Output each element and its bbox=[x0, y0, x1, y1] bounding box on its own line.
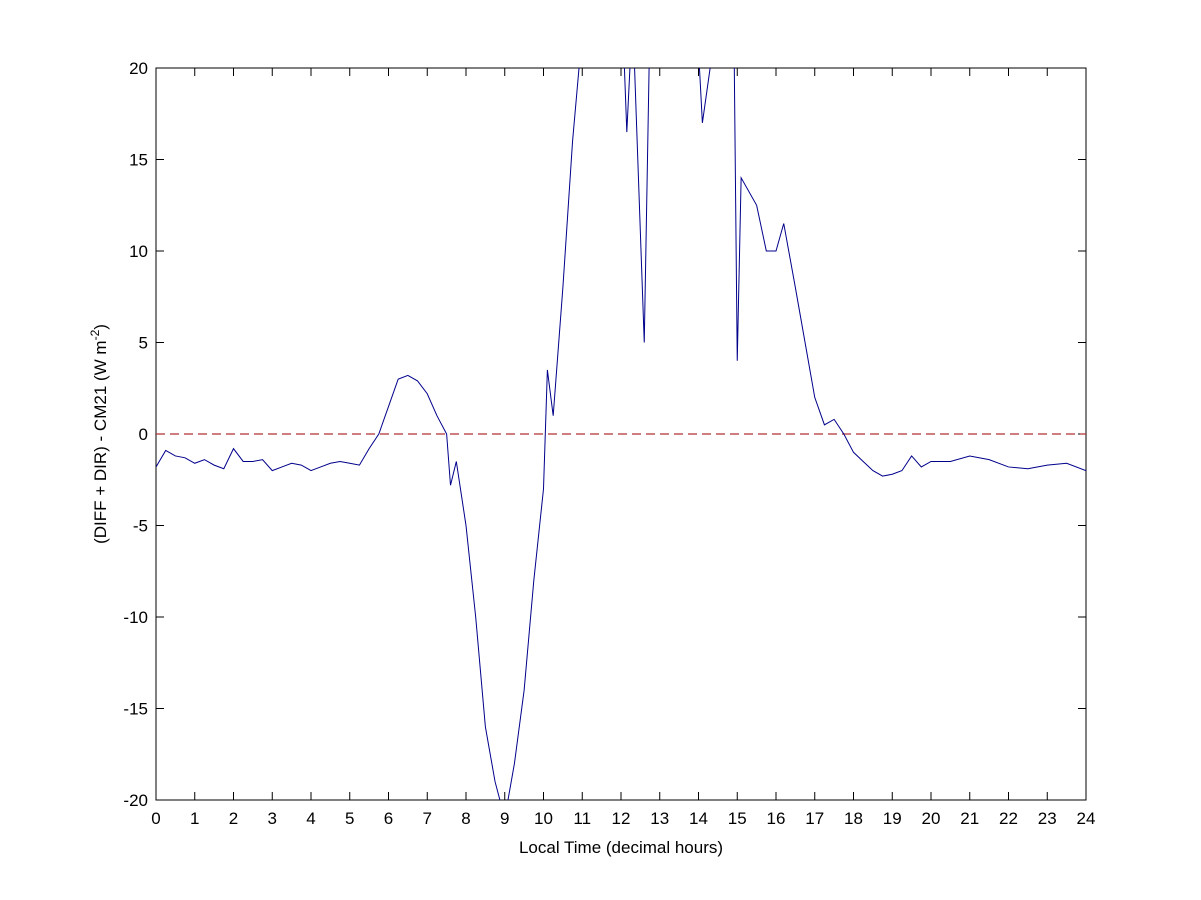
x-tick-label: 5 bbox=[345, 809, 354, 828]
y-tick-label: -15 bbox=[123, 700, 148, 719]
x-tick-label: 13 bbox=[650, 809, 669, 828]
y-tick-label: 10 bbox=[129, 242, 148, 261]
x-tick-label: 12 bbox=[612, 809, 631, 828]
x-tick-label: 8 bbox=[461, 809, 470, 828]
x-tick-label: 0 bbox=[151, 809, 160, 828]
x-tick-label: 17 bbox=[805, 809, 824, 828]
y-axis-label-suffix: ) bbox=[91, 324, 110, 330]
x-tick-label: 14 bbox=[689, 809, 708, 828]
y-tick-label: 20 bbox=[129, 59, 148, 78]
x-tick-label: 1 bbox=[190, 809, 199, 828]
y-tick-label: -5 bbox=[133, 517, 148, 536]
x-tick-label: 9 bbox=[500, 809, 509, 828]
x-tick-label: 20 bbox=[922, 809, 941, 828]
data-line bbox=[156, 68, 1086, 800]
y-axis-label: (DIFF + DIR) - CM21 (W m-2) bbox=[88, 324, 110, 544]
x-tick-label: 19 bbox=[883, 809, 902, 828]
y-tick-label: -20 bbox=[123, 791, 148, 810]
y-axis-label-sup: -2 bbox=[88, 329, 102, 340]
x-tick-label: 18 bbox=[844, 809, 863, 828]
x-tick-label: 4 bbox=[306, 809, 315, 828]
x-tick-label: 21 bbox=[960, 809, 979, 828]
y-tick-label: 0 bbox=[139, 425, 148, 444]
y-tick-label: -10 bbox=[123, 608, 148, 627]
x-tick-label: 15 bbox=[728, 809, 747, 828]
y-tick-label: 15 bbox=[129, 151, 148, 170]
x-tick-label: 2 bbox=[229, 809, 238, 828]
y-axis-label-text: (DIFF + DIR) - CM21 (W m bbox=[91, 340, 110, 544]
x-axis-label: Local Time (decimal hours) bbox=[519, 838, 723, 857]
x-tick-label: 6 bbox=[384, 809, 393, 828]
x-tick-label: 10 bbox=[534, 809, 553, 828]
x-tick-label: 16 bbox=[767, 809, 786, 828]
x-tick-label: 22 bbox=[999, 809, 1018, 828]
x-tick-label: 3 bbox=[268, 809, 277, 828]
x-tick-label: 7 bbox=[423, 809, 432, 828]
x-tick-label: 23 bbox=[1038, 809, 1057, 828]
x-tick-label: 11 bbox=[573, 809, 591, 828]
y-tick-label: 5 bbox=[139, 334, 148, 353]
x-tick-label: 24 bbox=[1077, 809, 1096, 828]
